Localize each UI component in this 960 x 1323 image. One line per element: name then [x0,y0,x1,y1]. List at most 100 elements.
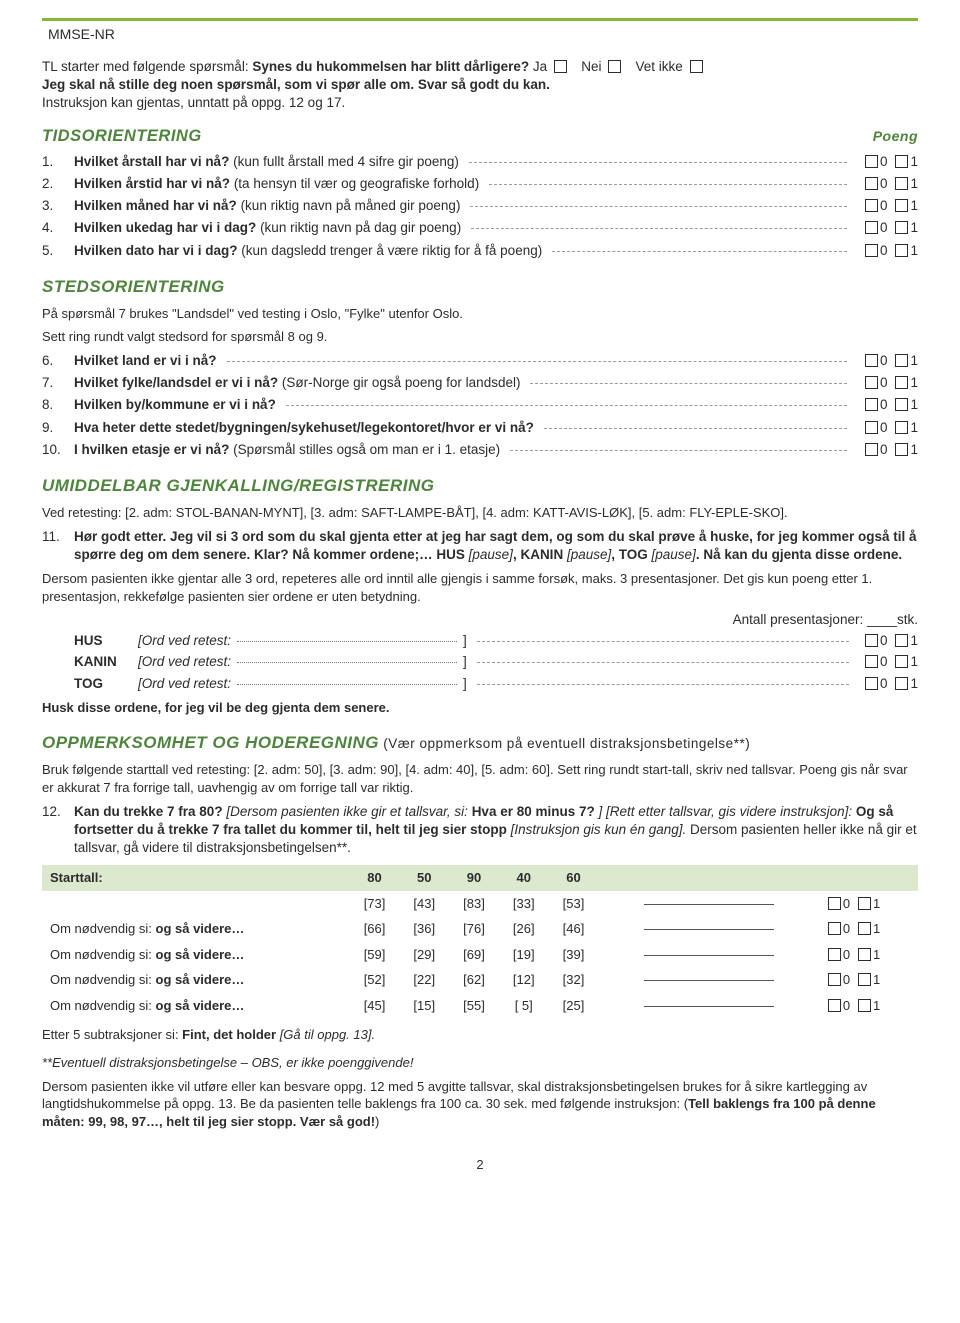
calc-cell: [36] [399,916,449,942]
checkbox-score-0[interactable] [865,376,878,389]
section-attn-title: OPPMERKSOMHET OG HODEREGNING [42,733,379,752]
checkbox-nei[interactable] [608,60,621,73]
question-row: 5.Hvilken dato har vi i dag? (kun dagsle… [42,242,918,260]
checkbox-score-1[interactable] [858,897,871,910]
checkbox-vet[interactable] [690,60,703,73]
checkbox-score-0[interactable] [865,354,878,367]
q-text: Hvilket fylke/landsdel er vi i nå? (Sør-… [74,374,520,392]
opt-ja: Ja [533,59,547,74]
checkbox-score-1[interactable] [895,177,908,190]
calc-cell: [73] [350,891,400,917]
q-num: 6. [42,352,68,370]
ord-label: TOG [74,675,134,693]
question-row: 7.Hvilket fylke/landsdel er vi i nå? (Sø… [42,374,918,392]
checkbox-score-1[interactable] [858,922,871,935]
checkbox-score-1[interactable] [895,244,908,257]
checkbox-score-0[interactable] [828,973,841,986]
checkbox-score-0[interactable] [865,421,878,434]
q-num: 9. [42,419,68,437]
calc-answer-line[interactable] [644,904,774,905]
checkbox-score-0[interactable] [828,922,841,935]
attn-star2-post: ) [375,1114,379,1129]
recall-sub: Ved retesting: [2. adm: STOL-BANAN-MYNT]… [42,504,918,522]
checkbox-score-1[interactable] [895,421,908,434]
question-row: 10.I hvilken etasje er vi nå? (Spørsmål … [42,441,918,459]
q12-p1: Kan du trekke 7 fra 80? [74,804,223,819]
checkbox-score-1[interactable] [895,354,908,367]
checkbox-score-1[interactable] [858,973,871,986]
score-cell: 01 [857,219,918,237]
calc-cell: [15] [399,993,449,1019]
calc-cell: [43] [399,891,449,917]
score-cell: 01 [857,352,918,370]
checkbox-score-0[interactable] [865,398,878,411]
checkbox-score-1[interactable] [895,376,908,389]
section-place: STEDSORIENTERING [42,276,918,299]
checkbox-score-1[interactable] [895,634,908,647]
checkbox-ja[interactable] [554,60,567,73]
q-text: Hvilket årstall har vi nå? (kun fullt år… [74,153,459,171]
checkbox-score-1[interactable] [895,677,908,690]
leader [489,184,847,185]
ord-retest: [Ord ved retest: [138,632,231,650]
checkbox-score-1[interactable] [895,221,908,234]
checkbox-score-1[interactable] [895,655,908,668]
checkbox-score-0[interactable] [865,199,878,212]
calc-answer-line[interactable] [644,929,774,930]
checkbox-score-0[interactable] [865,177,878,190]
calc-cell: [12] [499,967,549,993]
opt-vet: Vet ikke [636,59,683,74]
calc-cell: [39] [549,942,599,968]
checkbox-score-0[interactable] [828,999,841,1012]
checkbox-score-0[interactable] [865,655,878,668]
checkbox-score-1[interactable] [895,155,908,168]
calc-cell: [32] [549,967,599,993]
q-num: 4. [42,219,68,237]
calc-cell: [62] [449,967,499,993]
recall-word-row: TOG[Ord ved retest:]01 [74,675,918,693]
checkbox-score-1[interactable] [858,999,871,1012]
q-text: Hva heter dette stedet/bygningen/sykehus… [74,419,534,437]
checkbox-score-0[interactable] [865,221,878,234]
question-row: 8.Hvilken by/kommune er vi i nå?01 [42,396,918,414]
checkbox-score-1[interactable] [895,443,908,456]
score-cell: 01 [820,972,880,987]
checkbox-score-0[interactable] [865,677,878,690]
checkbox-score-1[interactable] [858,948,871,961]
calc-row-label: Om nødvendig si: og så videre… [42,993,350,1019]
checkbox-score-1[interactable] [895,398,908,411]
ord-close: ] [463,675,467,693]
calc-cell: [19] [499,942,549,968]
place-sub1: På spørsmål 7 brukes "Landsdel" ved test… [42,305,918,323]
checkbox-score-1[interactable] [895,199,908,212]
calc-answer-line[interactable] [644,1006,774,1007]
score-cell: 01 [857,419,918,437]
calc-answer-line[interactable] [644,980,774,981]
q12-it2: ] [Rett etter tallsvar, gis videre instr… [599,804,856,819]
attn-sub: Bruk følgende starttall ved retesting: [… [42,761,918,796]
header-code: MMSE-NR [48,25,918,44]
score-cell: 01 [857,632,918,650]
checkbox-score-0[interactable] [828,948,841,961]
calc-cell: [69] [449,942,499,968]
score-cell: 01 [820,998,880,1013]
q-text: Hvilket land er vi i nå? [74,352,217,370]
leader [477,662,849,663]
place-sub2: Sett ring rundt valgt stedsord for spørs… [42,328,918,346]
calc-row-label: Om nødvendig si: og så videre… [42,942,350,968]
checkbox-score-0[interactable] [865,244,878,257]
checkbox-score-0[interactable] [865,155,878,168]
calc-cell: [83] [449,891,499,917]
checkbox-score-0[interactable] [865,634,878,647]
q-text: Hvilken årstid har vi nå? (ta hensyn til… [74,175,479,193]
header-accent [42,18,918,21]
attn-after: Etter 5 subtraksjoner si: [42,1027,182,1042]
checkbox-score-0[interactable] [865,443,878,456]
score-cell: 01 [857,653,918,671]
ord-close: ] [463,632,467,650]
checkbox-score-0[interactable] [828,897,841,910]
q12-it1: [Dersom pasienten ikke gir et tallsvar, … [226,804,471,819]
ord-dots [237,662,457,663]
calc-answer-line[interactable] [644,955,774,956]
leader [470,206,847,207]
